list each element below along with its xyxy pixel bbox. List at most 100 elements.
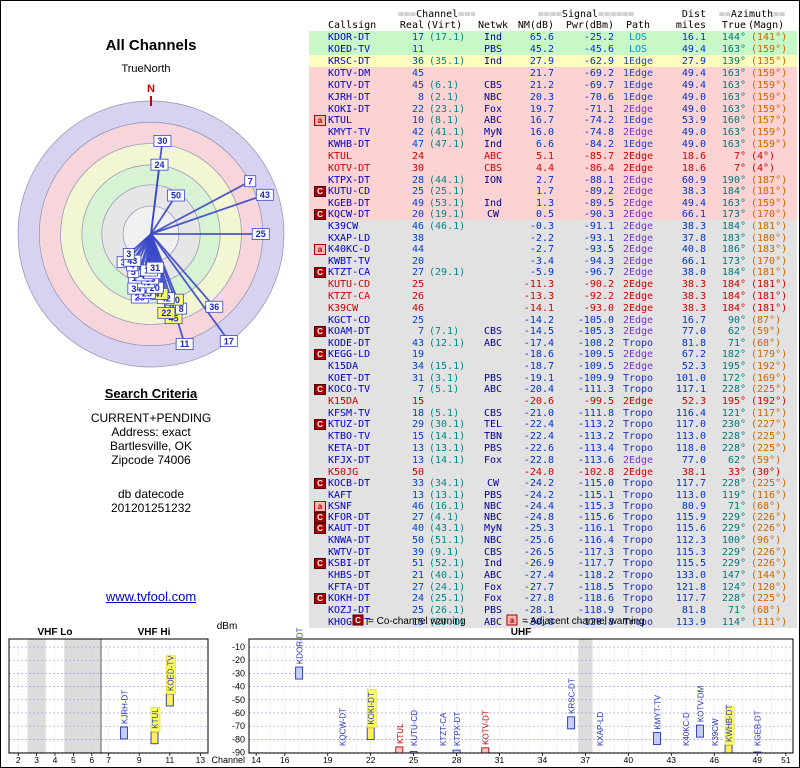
real-channel-cell: 47: [411, 138, 424, 150]
path-cell: 2Edge: [622, 349, 654, 360]
virtual-channel-cell: [425, 162, 475, 174]
virtual-channel-cell: [425, 349, 475, 360]
real-channel-cell: 44: [411, 244, 424, 255]
azimuth-magn-cell: (226°): [751, 523, 788, 534]
azimuth-magn-cell: (181°): [751, 302, 788, 314]
warning-badge: [316, 79, 326, 88]
azimuth-true-cell: 228°: [721, 442, 746, 454]
channel-tick-label: 4: [53, 755, 58, 765]
real-channel-cell: 27: [411, 581, 424, 593]
azimuth-magn-cell: (135°): [751, 55, 788, 67]
station-label: KOED-TV: [166, 655, 175, 691]
table-row: KMYT-TV 42 (41.1) MyN 16.0 -74.8 2Edge 4…: [309, 126, 797, 138]
real-channel-cell: 15: [411, 430, 424, 442]
station-label: K40KC-D: [682, 712, 691, 746]
noise-margin-cell: -26.9: [523, 558, 554, 569]
distance-cell: 80.9: [681, 501, 706, 512]
path-cell: Tropo: [622, 384, 654, 395]
azimuth-magn-cell: (4°): [751, 150, 776, 162]
azimuth-true-cell: 173°: [721, 209, 746, 220]
power-cell: -93.0: [583, 302, 614, 314]
radar-channel-label-box: [157, 307, 176, 319]
power-cell: -118.2: [577, 569, 614, 581]
station-label: KJRH-DT: [120, 690, 129, 724]
tvfool-link[interactable]: www.tvfool.com: [105, 589, 197, 604]
channel-tick-label: 11: [165, 755, 174, 765]
real-channel-cell: 50: [411, 534, 424, 546]
virtual-channel-cell: (26.1): [429, 604, 466, 616]
callsign-cell: K39CW: [328, 220, 359, 232]
azimuth-true-cell: 184°: [721, 278, 746, 290]
distance-cell: 117.7: [675, 478, 706, 489]
noise-margin-cell: -2.7: [529, 244, 554, 255]
channel-tick-label: 14: [251, 755, 261, 765]
power-cell: -71.1: [583, 103, 614, 115]
azimuth-true-cell: 163°: [721, 138, 746, 150]
network-cell: ION: [483, 174, 503, 186]
network-cell: PBS: [483, 604, 503, 616]
channel-tick-label: 46: [710, 755, 720, 765]
table-row: KGEB-DT 49 (53.1) Ind 1.3 -89.5 2Edge 49…: [309, 197, 797, 209]
channel-tick-label: 6: [89, 755, 94, 765]
radar-channel-label-box: [150, 158, 169, 171]
noise-margin-cell: -24.8: [523, 512, 554, 523]
channel-tick-label: 7: [106, 755, 111, 765]
callsign-cell: KOCB-DT: [328, 478, 371, 489]
virtual-channel-cell: (29.1): [429, 616, 466, 628]
true-north-label: TrueNorth: [121, 63, 171, 75]
azimuth-magn-cell: (117°): [751, 407, 788, 419]
azimuth-magn-cell: (159°): [751, 126, 788, 138]
station-label-highlight: [166, 655, 176, 695]
callsign-cell: KTUZ-DT: [328, 419, 371, 430]
warning-badge: [316, 150, 326, 159]
callsign-cell: KWHB-DT: [328, 138, 371, 150]
table-row: C KOAM-DT 7 (7.1) CBS -14.5 -105.3 2Edge…: [309, 326, 797, 337]
distance-cell: 38.3: [681, 220, 706, 232]
network-cell: CW: [486, 478, 500, 489]
real-channel-cell: 29: [411, 419, 424, 430]
warning-badge: [316, 232, 326, 241]
network-cell: ABC: [483, 115, 503, 126]
radar-channel-label: 36: [209, 302, 219, 312]
warning-badge: [316, 372, 326, 381]
path-cell: 2Edge: [622, 126, 654, 138]
noise-margin-cell: 6.6: [535, 138, 554, 150]
power-cell: -99.5: [583, 395, 614, 407]
callsign-cell: KTUL: [328, 150, 353, 162]
distance-cell: 27.9: [681, 55, 706, 67]
virtual-channel-cell: (12.1): [429, 337, 466, 349]
distance-cell: 115.6: [675, 523, 706, 534]
channel-tick-label: 25: [409, 755, 419, 765]
column-header: (Magn): [748, 20, 785, 31]
azimuth-magn-cell: (179°): [751, 349, 788, 360]
channel-tick-label: 2: [16, 755, 21, 765]
noise-margin-cell: -19.1: [523, 372, 554, 384]
criteria-line: Bartlesville, OK: [109, 439, 193, 453]
callsign-cell: KWBT-TV: [328, 255, 371, 267]
distance-cell: 49.0: [681, 103, 706, 115]
virtual-channel-cell: (5.1): [429, 407, 460, 419]
power-cell: -108.2: [577, 337, 614, 349]
azimuth-true-cell: 163°: [721, 91, 746, 103]
station-bar: [409, 751, 418, 753]
path-cell: 2Edge: [622, 232, 654, 244]
virtual-channel-cell: (13.1): [429, 489, 466, 501]
power-cell: -86.4: [583, 162, 614, 174]
azimuth-magn-cell: (111°): [751, 616, 788, 628]
radar-channel-label-box: [255, 188, 274, 201]
power-cell: -115.3: [577, 501, 614, 512]
db-datecode-label: db datecode: [117, 487, 185, 501]
callsign-cell: KHBS-DT: [328, 569, 371, 581]
station-label-highlight: [724, 706, 735, 746]
power-cell: -74.8: [583, 126, 614, 138]
azimuth-true-cell: 229°: [721, 558, 746, 569]
noise-margin-cell: 21.2: [529, 79, 554, 91]
noise-margin-cell: 45.2: [529, 43, 554, 55]
power-cell: -120.8: [577, 616, 614, 628]
distance-cell: 121.8: [675, 581, 706, 593]
network-cell: [475, 395, 511, 407]
network-cell: ABC: [483, 150, 503, 162]
virtual-channel-cell: (44.1): [429, 174, 466, 186]
virtual-channel-cell: (23.1): [429, 103, 466, 115]
